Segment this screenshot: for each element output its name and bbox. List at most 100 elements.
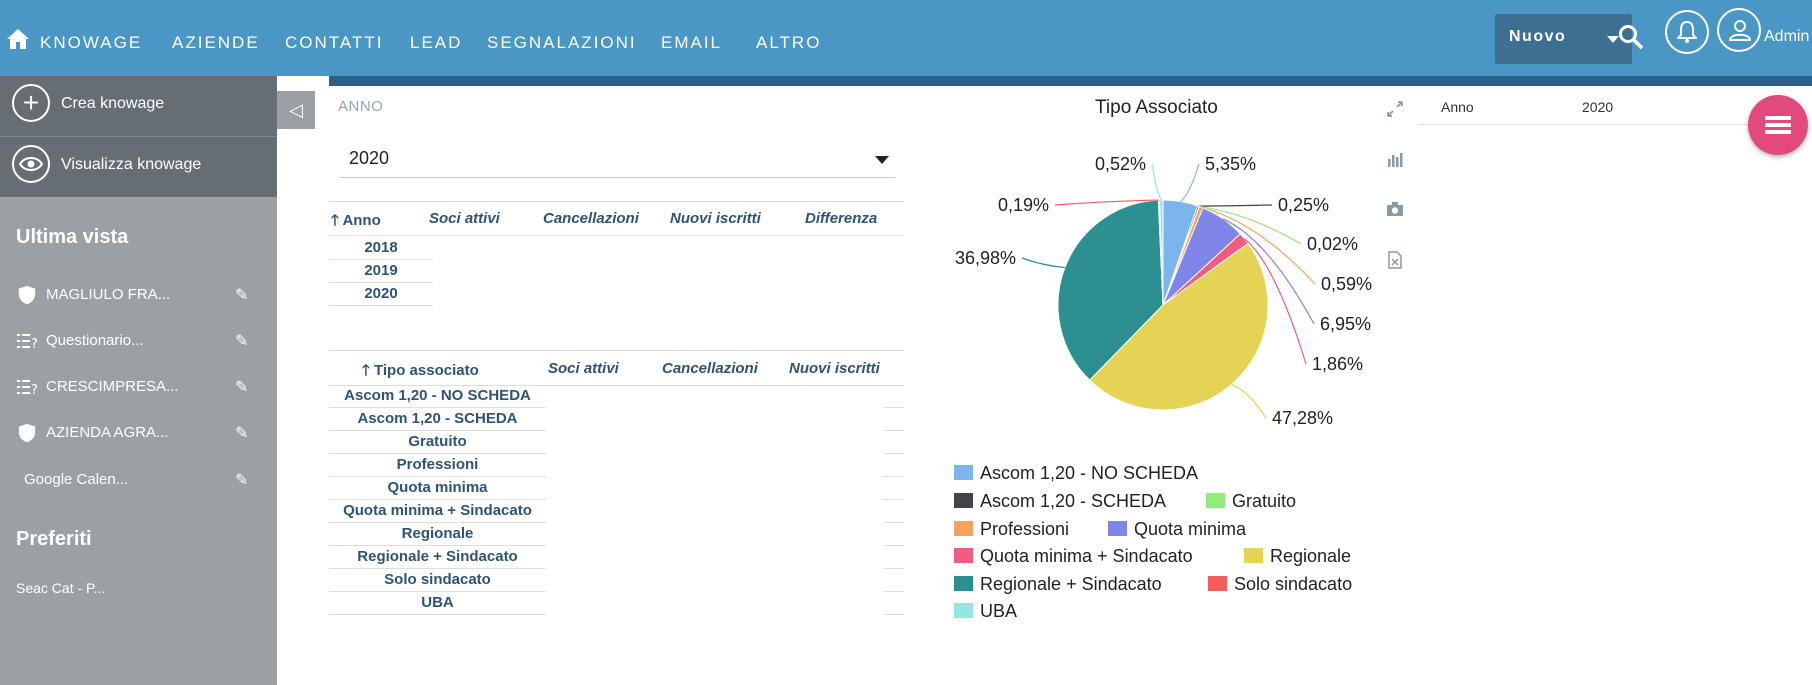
anno-select[interactable]: 2020 (339, 140, 895, 178)
edit-pencil-icon[interactable]: ✎ (235, 333, 249, 350)
nav-aziende[interactable]: AZIENDE (172, 33, 260, 52)
recent-item-label: Google Calen... (24, 471, 129, 488)
excel-export-icon[interactable] (1385, 251, 1405, 271)
legend-item[interactable]: Regionale + Sindacato (954, 574, 1162, 595)
menu-fab-button[interactable] (1748, 95, 1808, 155)
legend-swatch (954, 465, 973, 480)
user-name[interactable]: Admin (1764, 28, 1810, 45)
legend-item[interactable]: Gratuito (1206, 491, 1296, 512)
checklist-icon: ? (17, 380, 38, 397)
pie-connector (1200, 206, 1316, 285)
col-nuovi-iscritti[interactable]: Nuovi iscritti (670, 210, 761, 227)
nav-altro[interactable]: ALTRO (756, 33, 822, 52)
legend-label: Ascom 1,20 - NO SCHEDA (980, 463, 1199, 483)
search-icon[interactable] (1618, 24, 1644, 50)
shield-icon (18, 423, 36, 443)
col-differenza[interactable]: Differenza (805, 210, 878, 227)
col-tipo-associato-header[interactable]: 🡑 Tipo associato (362, 362, 479, 379)
table-row: Ascom 1,20 - SCHEDA (357, 410, 518, 427)
nav-contatti[interactable]: CONTATTI (285, 33, 384, 52)
pie-slice[interactable] (1057, 199, 1164, 381)
table-row: 2020 (364, 285, 398, 302)
legend-label: Quota minima + Sindacato (980, 546, 1193, 566)
chart-title: Tipo Associato (1095, 97, 1218, 118)
table-row: Quota minima + Sindacato (343, 502, 532, 519)
expand-icon[interactable] (1385, 100, 1405, 120)
user-icon (1728, 20, 1752, 41)
table-row: UBA (421, 594, 454, 611)
col-soci-attivi[interactable]: Soci attivi (429, 210, 500, 227)
edit-pencil-icon[interactable]: ✎ (235, 379, 249, 396)
nav-knowage[interactable]: KNOWAGE (40, 33, 143, 52)
user-avatar-button[interactable] (1717, 8, 1761, 52)
create-knowage-button[interactable]: + Crea knowage (0, 76, 277, 136)
col-soci-attivi[interactable]: Soci attivi (548, 360, 619, 377)
legend-label: Quota minima (1134, 519, 1247, 539)
pie-connector (1180, 163, 1200, 202)
notifications-button[interactable] (1665, 10, 1709, 54)
legend-item[interactable]: Regionale (1244, 546, 1351, 567)
table-row: Professioni (396, 456, 479, 473)
table-row: 2019 (364, 262, 398, 279)
shield-icon (18, 285, 36, 305)
legend-item[interactable]: Quota minima + Sindacato (954, 546, 1193, 567)
pie-connector (1021, 257, 1065, 269)
legend-swatch (954, 548, 973, 563)
svg-text:?: ? (31, 337, 38, 351)
nuovo-dropdown[interactable]: Nuovo (1495, 14, 1632, 64)
header-band (329, 76, 1812, 86)
sort-up-icon: 🡑 (362, 362, 370, 379)
favorite-item-label: Seac Cat - P... (16, 580, 106, 596)
caret-down-icon (1607, 36, 1619, 43)
anno-filter-label: ANNO (338, 98, 384, 115)
legend-swatch (1108, 521, 1127, 536)
bar-chart-icon[interactable] (1385, 151, 1405, 171)
pie-connector (1231, 383, 1267, 419)
edit-pencil-icon[interactable]: ✎ (235, 472, 249, 489)
table-row: Gratuito (408, 433, 467, 450)
pie-data-label: 0,25% (1278, 195, 1329, 215)
table-row: Solo sindacato (384, 571, 491, 588)
legend-item[interactable]: Ascom 1,20 - SCHEDA (954, 491, 1166, 512)
nav-lead[interactable]: LEAD (410, 33, 463, 52)
legend-label: Ascom 1,20 - SCHEDA (980, 491, 1167, 511)
camera-icon[interactable] (1385, 201, 1405, 221)
col-anno-header[interactable]: 🡑 Anno (331, 212, 381, 229)
col-cancellazioni[interactable]: Cancellazioni (543, 210, 639, 227)
pie-connector (1151, 163, 1162, 201)
col-nuovi-iscritti[interactable]: Nuovi iscritti (789, 360, 880, 377)
legend-item[interactable]: Professioni (954, 519, 1069, 540)
plus-icon: + (12, 84, 50, 122)
home-icon[interactable] (6, 28, 30, 50)
pie-slice[interactable] (1159, 199, 1164, 306)
recent-title: Ultima vista (16, 226, 129, 248)
collapse-sidebar-button[interactable]: ◁ (277, 91, 315, 129)
legend-label: Regionale (1270, 546, 1352, 566)
caret-down-icon (875, 156, 889, 164)
legend-item[interactable]: UBA (954, 601, 1017, 622)
nav-email[interactable]: EMAIL (661, 33, 723, 52)
edit-pencil-icon[interactable]: ✎ (235, 425, 249, 442)
legend-swatch (954, 521, 973, 536)
top-navbar: KNOWAGE AZIENDE CONTATTI LEAD SEGNALAZIO… (0, 0, 1812, 76)
pie-slice[interactable] (1088, 242, 1269, 411)
legend-label: Gratuito (1232, 491, 1297, 511)
legend-item[interactable]: Quota minima (1108, 519, 1246, 540)
pie-data-label: 0,19% (998, 195, 1049, 215)
legend-item[interactable]: Solo sindacato (1208, 574, 1352, 595)
nuovo-label: Nuovo (1509, 28, 1567, 45)
edit-pencil-icon[interactable]: ✎ (235, 287, 249, 304)
col-cancellazioni[interactable]: Cancellazioni (662, 360, 758, 377)
sort-up-icon: 🡑 (331, 212, 339, 229)
anno-select-value: 2020 (349, 148, 390, 168)
pie-data-label: 0,52% (1095, 154, 1146, 174)
table-row: Quota minima (387, 479, 488, 496)
eye-icon (12, 145, 50, 183)
nav-segnalazioni[interactable]: SEGNALAZIONI (487, 33, 637, 52)
pie-data-label: 36,98% (955, 248, 1016, 268)
legend-item[interactable]: Ascom 1,20 - NO SCHEDA (954, 463, 1198, 484)
table-row: Ascom 1,20 - NO SCHEDA (344, 387, 531, 404)
view-knowage-button[interactable]: Visualizza knowage (0, 137, 277, 197)
legend-label: UBA (980, 601, 1018, 621)
recent-item-label: CRESCIMPRESA... (46, 378, 179, 395)
